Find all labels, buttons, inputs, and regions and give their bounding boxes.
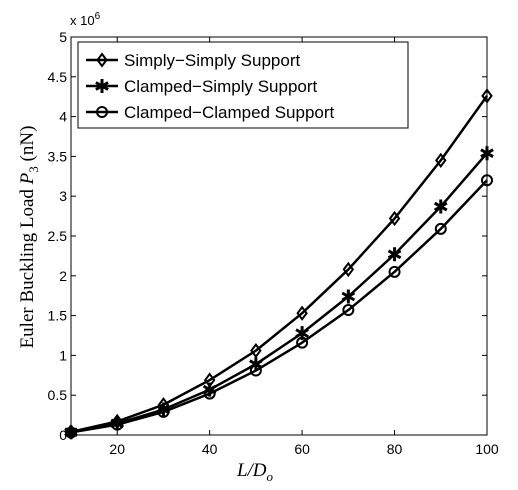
series-circle	[65, 174, 493, 439]
data-point-diamond	[296, 305, 308, 321]
data-point-circle	[481, 174, 493, 187]
x-tick-label: 60	[294, 441, 310, 457]
data-point-diamond	[388, 210, 401, 227]
data-point-circle	[249, 364, 262, 377]
y-tick-label: 1.5	[48, 308, 68, 324]
data-point-star	[387, 247, 402, 262]
legend-marker-star	[95, 79, 109, 93]
y-axis-exponent: x 106	[70, 11, 101, 28]
x-tick-label: 80	[387, 441, 403, 457]
y-tick-label: 0	[59, 427, 67, 443]
data-point-circle	[388, 265, 401, 278]
legend-marker-circle	[96, 106, 108, 118]
y-axis-title: Euler Buckling Load P3 (nN)	[17, 126, 41, 349]
data-point-circle	[157, 405, 170, 418]
data-point-circle	[203, 387, 216, 400]
data-point-diamond	[435, 152, 447, 169]
data-point-diamond	[250, 342, 262, 359]
axis-labels: L/Do Euler Buckling Load P3 (nN) x 106	[17, 11, 274, 484]
data-point-star	[480, 146, 494, 161]
y-tick-label: 3.5	[48, 148, 68, 164]
data-point-circle	[342, 304, 355, 317]
series-line	[70, 95, 489, 434]
series-line	[70, 179, 488, 434]
data-point-star	[433, 199, 448, 214]
legend-label: Clamped−Clamped Support	[124, 103, 335, 122]
x-axis-title: L/Do	[236, 460, 274, 484]
y-tick-label: 1	[59, 347, 67, 363]
y-tick-label: 0.5	[48, 387, 68, 403]
data-point-diamond	[342, 261, 355, 278]
legend: Simply−Simply Support Clamped−Simply Supp…	[77, 41, 409, 129]
data-point-circle	[111, 418, 124, 431]
x-tick-label: 20	[109, 441, 125, 457]
y-tick-label: 5	[59, 29, 67, 45]
legend-label: Simply−Simply Support	[124, 51, 300, 70]
data-point-circle	[65, 426, 77, 439]
data-point-circle	[434, 222, 447, 235]
legend-marker-diamond	[96, 52, 108, 68]
y-tick-label: 4	[59, 109, 67, 125]
y-tick-label: 2.5	[48, 228, 68, 244]
x-tick-label: 100	[475, 441, 499, 457]
y-tick-label: 3	[59, 188, 67, 204]
series-line	[70, 152, 488, 434]
y-tick-label: 2	[59, 268, 67, 284]
data-point-diamond	[481, 88, 493, 104]
series-layer	[64, 88, 494, 440]
x-tick-label: 40	[202, 441, 218, 457]
data-point-star	[341, 289, 356, 304]
data-point-circle	[296, 336, 309, 349]
legend-label: Clamped−Simply Support	[124, 77, 318, 96]
legend-box	[77, 41, 409, 129]
y-tick-label: 4.5	[48, 69, 68, 85]
